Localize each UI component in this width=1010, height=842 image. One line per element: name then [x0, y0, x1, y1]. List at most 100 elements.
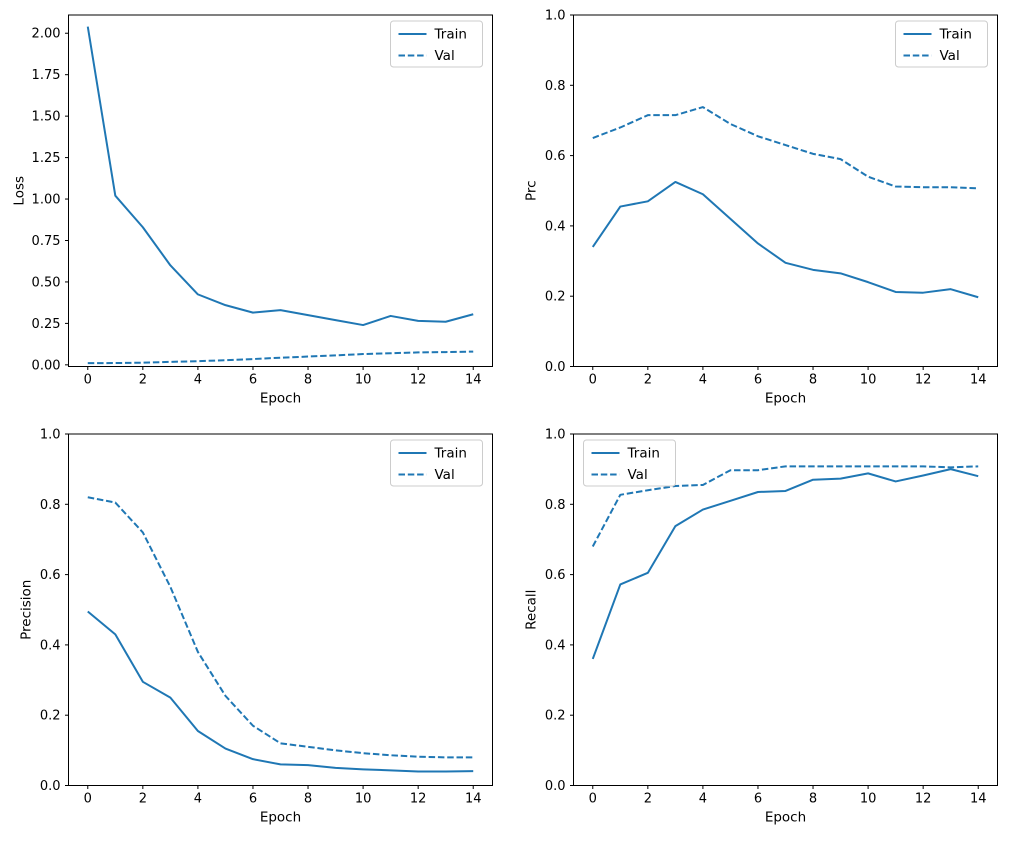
y-tick-label: 0.25 — [32, 317, 61, 332]
x-tick-label: 4 — [699, 792, 707, 807]
axes-frame — [68, 433, 493, 786]
x-tick-label: 14 — [465, 792, 482, 807]
x-tick-label: 2 — [644, 792, 652, 807]
x-axis-label: Epoch — [765, 391, 806, 407]
x-tick-label: 10 — [355, 373, 372, 388]
y-tick-label: 0.0 — [545, 779, 566, 794]
x-tick-label: 0 — [589, 792, 597, 807]
y-tick-label: 0.6 — [545, 149, 566, 164]
y-tick-label: 1.75 — [32, 68, 61, 83]
legend-label-val: Val — [435, 467, 455, 483]
x-tick-label: 6 — [754, 373, 762, 388]
axes-frame — [573, 433, 998, 786]
y-axis-label: Recall — [524, 590, 540, 630]
x-tick-label: 12 — [915, 373, 932, 388]
legend-label-train: Train — [434, 27, 467, 43]
legend-label-val: Val — [435, 48, 455, 64]
train-line — [86, 26, 474, 327]
y-tick-label: 0.0 — [40, 779, 61, 794]
legend-label-val: Val — [940, 48, 960, 64]
x-tick-label: 6 — [754, 792, 762, 807]
val-line — [591, 465, 979, 547]
x-tick-label: 8 — [304, 792, 312, 807]
legend: Train Val — [583, 439, 676, 487]
x-tick-label: 10 — [860, 792, 877, 807]
x-tick-label: 0 — [84, 373, 92, 388]
y-tick-label: 2.00 — [32, 27, 61, 42]
chart-cell-loss: 0 2 4 6 8 10 12 14 0.00 0.25 0.50 0.75 1.00 1.25 1.50 1… — [0, 0, 505, 419]
y-tick-label: 0.50 — [32, 275, 61, 290]
legend: Train Val — [390, 20, 483, 68]
recall-chart: 0 2 4 6 8 10 12 14 0.0 0.2 0.4 0.6 0.8 1.0 Epoch Recall… — [524, 428, 998, 826]
axes-frame — [573, 14, 998, 367]
precision-chart: 0 2 4 6 8 10 12 14 0.0 0.2 0.4 0.6 0.8 1.0 Epoch Precis… — [19, 428, 493, 826]
train-line — [87, 610, 474, 773]
x-axis-label: Epoch — [260, 810, 301, 826]
chart-cell-recall: 0 2 4 6 8 10 12 14 0.0 0.2 0.4 0.6 0.8 1.0 Epoch Recall… — [505, 419, 1010, 838]
legend-label-train: Train — [434, 446, 467, 462]
y-tick-label: 0.2 — [545, 290, 566, 305]
legend: Train Val — [895, 20, 988, 68]
x-tick-label: 12 — [410, 373, 427, 388]
chart-cell-precision: 0 2 4 6 8 10 12 14 0.0 0.2 0.4 0.6 0.8 1.0 Epoch Precis… — [0, 419, 505, 838]
y-tick-label: 0.8 — [40, 498, 61, 513]
x-tick-label: 0 — [84, 792, 92, 807]
y-tick-label: 0.00 — [32, 358, 61, 373]
x-tick-label: 14 — [970, 792, 987, 807]
y-axis-label: Prc — [524, 180, 540, 201]
y-tick-label: 0.2 — [40, 709, 61, 724]
y-tick-label: 0.4 — [40, 638, 61, 653]
legend: Train Val — [390, 439, 483, 487]
y-tick-label: 1.25 — [32, 151, 61, 166]
y-tick-label: 0.6 — [40, 568, 61, 583]
chart-cell-prc: 0 2 4 6 8 10 12 14 0.0 0.2 0.4 0.6 0.8 1.0 Epoch Prc Tra… — [505, 0, 1010, 419]
y-tick-label: 1.0 — [545, 428, 566, 443]
y-tick-label: 0.8 — [545, 498, 566, 513]
x-tick-label: 12 — [410, 792, 427, 807]
legend-label-train: Train — [939, 27, 972, 43]
x-tick-label: 14 — [465, 373, 482, 388]
x-tick-label: 4 — [194, 373, 202, 388]
y-tick-label: 1.0 — [40, 428, 61, 443]
y-tick-label: 0.75 — [32, 234, 61, 249]
x-tick-label: 4 — [699, 373, 707, 388]
x-tick-label: 10 — [355, 792, 372, 807]
x-tick-label: 0 — [589, 373, 597, 388]
x-tick-label: 4 — [194, 792, 202, 807]
val-line — [87, 496, 474, 759]
x-tick-label: 8 — [304, 373, 312, 388]
legend-label-val: Val — [628, 467, 648, 483]
x-axis-label: Epoch — [260, 391, 301, 407]
y-tick-label: 1.50 — [32, 110, 61, 125]
val-line — [592, 106, 979, 190]
x-axis-label: Epoch — [765, 810, 806, 826]
y-tick-label: 0.0 — [545, 360, 566, 375]
x-tick-label: 6 — [249, 792, 257, 807]
y-tick-label: 1.00 — [32, 193, 61, 208]
x-tick-label: 12 — [915, 792, 932, 807]
y-tick-label: 0.6 — [545, 568, 566, 583]
x-tick-label: 8 — [809, 792, 817, 807]
y-tick-label: 0.4 — [545, 219, 566, 234]
x-tick-label: 2 — [139, 792, 147, 807]
legend-label-train: Train — [627, 446, 660, 462]
x-tick-label: 6 — [249, 373, 257, 388]
y-tick-label: 0.4 — [545, 638, 566, 653]
y-tick-label: 1.0 — [545, 9, 566, 24]
y-tick-label: 0.2 — [545, 709, 566, 724]
x-tick-label: 10 — [860, 373, 877, 388]
prc-chart: 0 2 4 6 8 10 12 14 0.0 0.2 0.4 0.6 0.8 1.0 Epoch Prc Tra… — [524, 9, 998, 407]
val-line — [87, 350, 474, 365]
x-tick-label: 14 — [970, 373, 987, 388]
train-line — [591, 180, 979, 299]
loss-chart: 0 2 4 6 8 10 12 14 0.00 0.25 0.50 0.75 1.00 1.25 1.50 1… — [11, 14, 493, 407]
x-tick-label: 2 — [139, 373, 147, 388]
y-axis-label: Loss — [11, 176, 27, 206]
y-tick-label: 0.8 — [545, 79, 566, 94]
axes-frame — [68, 14, 493, 367]
x-tick-label: 2 — [644, 373, 652, 388]
y-axis-label: Precision — [19, 580, 35, 640]
train-line — [591, 468, 979, 660]
x-tick-label: 8 — [809, 373, 817, 388]
